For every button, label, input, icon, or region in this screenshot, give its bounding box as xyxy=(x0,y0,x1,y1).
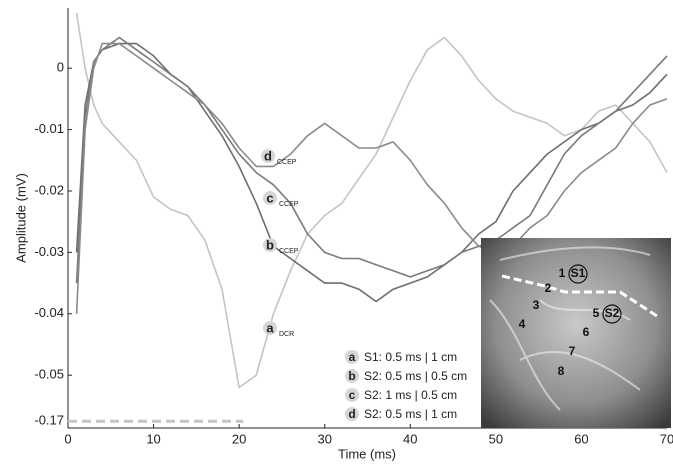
electrode-label: 7 xyxy=(569,344,576,358)
legend-letter: d xyxy=(348,407,355,421)
legend-label: S2: 0.5 ms | 0.5 cm xyxy=(364,369,467,383)
legend-label: S2: 1 ms | 0.5 cm xyxy=(364,388,457,402)
y-tick-label: -0.02 xyxy=(34,182,64,197)
electrode-label: S2 xyxy=(605,306,620,320)
curve-tag: CCEP xyxy=(279,201,299,208)
y-axis-label: Amplitude (mV) xyxy=(13,173,28,263)
curve-letter: d xyxy=(264,148,272,163)
x-tick-label: 70 xyxy=(660,431,673,446)
legend-letter: b xyxy=(348,369,355,383)
curve-letter: b xyxy=(266,237,274,252)
legend-letter: a xyxy=(349,350,356,364)
x-tick-label: 20 xyxy=(232,431,246,446)
x-tick-label: 10 xyxy=(146,431,160,446)
curve-letter: a xyxy=(266,320,274,335)
y-tick-label: -0.17 xyxy=(34,413,64,428)
electrode-label: 4 xyxy=(519,317,526,331)
x-tick-label: 50 xyxy=(489,431,503,446)
x-tick-label: 0 xyxy=(64,431,71,446)
electrode-label: S1 xyxy=(571,266,586,280)
y-tick-label: -0.05 xyxy=(34,367,64,382)
curve-tag: CCEP xyxy=(279,248,299,255)
inset-photo: 1 S1 2 3 4 5 S2 6 7 8 xyxy=(481,238,671,428)
curve-letter: c xyxy=(266,190,273,205)
electrode-label: 8 xyxy=(558,364,565,378)
legend-letter: c xyxy=(349,388,356,402)
electrode-label: 1 xyxy=(559,266,566,280)
chart: Time (ms) Amplitude (mV) 0 -0.01 -0.02 -0.0… xyxy=(0,0,673,465)
curve-tag: DCR xyxy=(279,331,294,338)
legend-label: S2: 0.5 ms | 1 cm xyxy=(364,407,457,421)
y-tick-label: -0.03 xyxy=(34,244,64,259)
x-tick-label: 40 xyxy=(403,431,417,446)
electrode-label: 6 xyxy=(583,325,590,339)
electrode-label: 3 xyxy=(533,298,540,312)
electrode-label: 2 xyxy=(545,281,552,295)
x-tick-label: 30 xyxy=(317,431,331,446)
y-tick-label: -0.01 xyxy=(34,121,64,136)
page: {"chart_data": {"type": "line", "x_label… xyxy=(0,0,673,470)
legend-label: S1: 0.5 ms | 1 cm xyxy=(364,350,457,364)
curve-tag: CCEP xyxy=(277,159,297,166)
y-tick-label: 0 xyxy=(57,60,64,75)
x-axis-label: Time (ms) xyxy=(338,446,396,461)
x-tick-label: 60 xyxy=(574,431,588,446)
y-tick-label: -0.04 xyxy=(34,305,64,320)
electrode-label: 5 xyxy=(593,306,600,320)
